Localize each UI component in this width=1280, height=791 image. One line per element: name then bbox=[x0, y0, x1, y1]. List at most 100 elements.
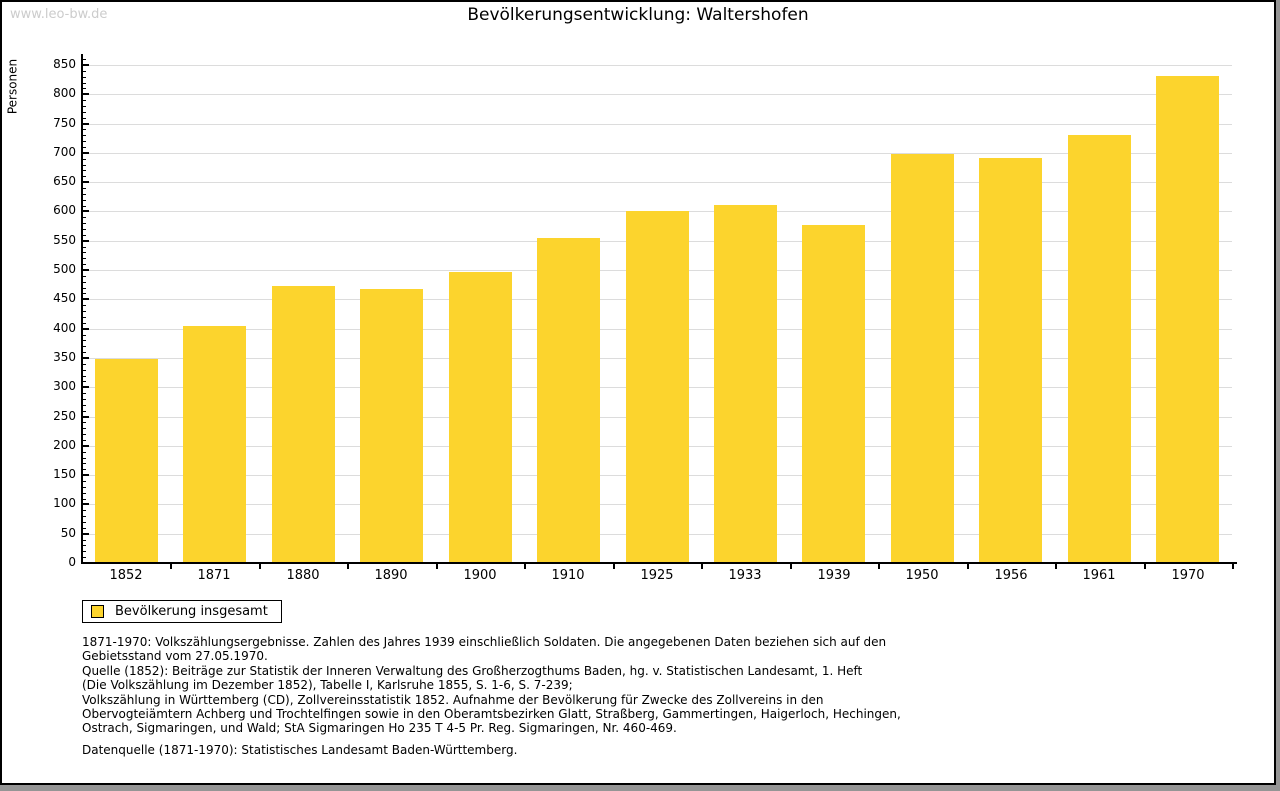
y-minor-tick bbox=[83, 247, 86, 248]
y-minor-tick bbox=[83, 159, 86, 160]
watermark: www.leo-bw.de bbox=[10, 7, 108, 22]
y-tick-label: 0 bbox=[68, 555, 76, 569]
y-tick-label: 400 bbox=[53, 321, 76, 335]
y-minor-tick bbox=[83, 83, 86, 84]
y-minor-tick bbox=[83, 510, 86, 511]
x-tick-label: 1970 bbox=[1171, 568, 1205, 583]
y-tick-label: 50 bbox=[60, 526, 76, 540]
y-minor-tick bbox=[83, 59, 86, 60]
y-minor-tick bbox=[83, 252, 86, 253]
bar-1961 bbox=[1068, 135, 1131, 563]
x-tick bbox=[967, 564, 969, 569]
y-minor-tick bbox=[83, 223, 86, 224]
x-tick-label: 1950 bbox=[905, 568, 939, 583]
legend: Bevölkerung insgesamt bbox=[82, 600, 282, 623]
y-minor-tick bbox=[83, 317, 86, 318]
y-major-tick bbox=[83, 386, 89, 388]
x-tick bbox=[524, 564, 526, 569]
y-minor-tick bbox=[83, 71, 86, 72]
bar-1910 bbox=[537, 238, 600, 563]
y-minor-tick bbox=[83, 206, 86, 207]
y-minor-tick bbox=[83, 88, 86, 89]
y-minor-tick bbox=[83, 528, 86, 529]
y-tick-label: 650 bbox=[53, 174, 76, 188]
y-minor-tick bbox=[83, 370, 86, 371]
x-tick-label: 1880 bbox=[286, 568, 320, 583]
x-tick bbox=[1232, 564, 1234, 569]
bar-1880 bbox=[272, 286, 335, 563]
x-tick bbox=[347, 564, 349, 569]
gridline bbox=[83, 94, 1232, 95]
y-tick-label: 100 bbox=[53, 496, 76, 510]
x-tick-label: 1900 bbox=[463, 568, 497, 583]
y-minor-tick bbox=[83, 258, 86, 259]
y-minor-tick bbox=[83, 112, 86, 113]
y-major-tick bbox=[83, 240, 89, 242]
y-major-tick bbox=[83, 123, 89, 125]
y-major-tick bbox=[83, 93, 89, 95]
x-tick-label: 1939 bbox=[817, 568, 851, 583]
y-minor-tick bbox=[83, 276, 86, 277]
x-tick bbox=[259, 564, 261, 569]
y-minor-tick bbox=[83, 411, 86, 412]
x-tick-label: 1925 bbox=[640, 568, 674, 583]
y-minor-tick bbox=[83, 106, 86, 107]
y-tick-label: 300 bbox=[53, 379, 76, 393]
y-minor-tick bbox=[83, 118, 86, 119]
data-source-note: Datenquelle (1871-1970): Statistisches L… bbox=[82, 743, 518, 757]
y-minor-tick bbox=[83, 551, 86, 552]
y-minor-tick bbox=[83, 557, 86, 558]
y-minor-tick bbox=[83, 364, 86, 365]
page-title: Bevölkerungsentwicklung: Waltershofen bbox=[467, 5, 809, 25]
x-tick bbox=[701, 564, 703, 569]
y-major-tick bbox=[83, 503, 89, 505]
y-minor-tick bbox=[83, 165, 86, 166]
y-major-tick bbox=[83, 474, 89, 476]
y-minor-tick bbox=[83, 469, 86, 470]
x-tick bbox=[170, 564, 172, 569]
x-tick-label: 1933 bbox=[728, 568, 762, 583]
x-tick-label: 1890 bbox=[374, 568, 408, 583]
x-tick bbox=[790, 564, 792, 569]
y-tick-label: 200 bbox=[53, 438, 76, 452]
y-minor-tick bbox=[83, 335, 86, 336]
y-major-tick bbox=[83, 328, 89, 330]
y-minor-tick bbox=[83, 100, 86, 101]
y-minor-tick bbox=[83, 264, 86, 265]
bar-1933 bbox=[714, 205, 777, 563]
y-minor-tick bbox=[83, 493, 86, 494]
y-minor-tick bbox=[83, 346, 86, 347]
x-tick-label: 1961 bbox=[1082, 568, 1116, 583]
x-tick-label: 1852 bbox=[109, 568, 143, 583]
y-tick-label: 600 bbox=[53, 203, 76, 217]
x-axis-line bbox=[81, 562, 1237, 564]
y-axis-line bbox=[81, 54, 83, 564]
y-tick-label: 750 bbox=[53, 116, 76, 130]
y-minor-tick bbox=[83, 516, 86, 517]
y-minor-tick bbox=[83, 170, 86, 171]
y-major-tick bbox=[83, 210, 89, 212]
y-tick-label: 450 bbox=[53, 291, 76, 305]
y-minor-tick bbox=[83, 282, 86, 283]
y-tick-label: 800 bbox=[53, 86, 76, 100]
y-minor-tick bbox=[83, 452, 86, 453]
y-minor-tick bbox=[83, 135, 86, 136]
y-minor-tick bbox=[83, 376, 86, 377]
y-minor-tick bbox=[83, 293, 86, 294]
x-tick bbox=[878, 564, 880, 569]
y-axis-title: Personen bbox=[5, 58, 20, 115]
y-major-tick bbox=[83, 152, 89, 154]
y-minor-tick bbox=[83, 540, 86, 541]
y-tick-label: 700 bbox=[53, 145, 76, 159]
y-tick-label: 150 bbox=[53, 467, 76, 481]
x-tick-label: 1871 bbox=[197, 568, 231, 583]
y-minor-tick bbox=[83, 147, 86, 148]
y-minor-tick bbox=[83, 405, 86, 406]
source-note: 1871-1970: Volkszählungsergebnisse. Zahl… bbox=[82, 635, 901, 736]
y-minor-tick bbox=[83, 481, 86, 482]
y-minor-tick bbox=[83, 434, 86, 435]
y-minor-tick bbox=[83, 463, 86, 464]
bar-1890 bbox=[360, 289, 423, 563]
gridline bbox=[83, 153, 1232, 154]
y-minor-tick bbox=[83, 422, 86, 423]
